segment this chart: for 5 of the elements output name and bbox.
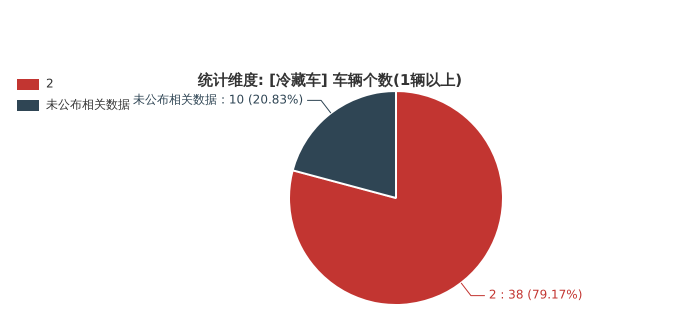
data-label: 2 : 38 (79.17%): [488, 288, 582, 302]
legend-label: 未公布相关数据: [46, 98, 130, 112]
legend-label: 2: [46, 76, 54, 91]
chart-title: 统计维度: [冷藏车] 车辆个数(1辆以上): [196, 70, 462, 89]
data-label: 未公布相关数据 : 10 (20.83%): [133, 92, 304, 107]
